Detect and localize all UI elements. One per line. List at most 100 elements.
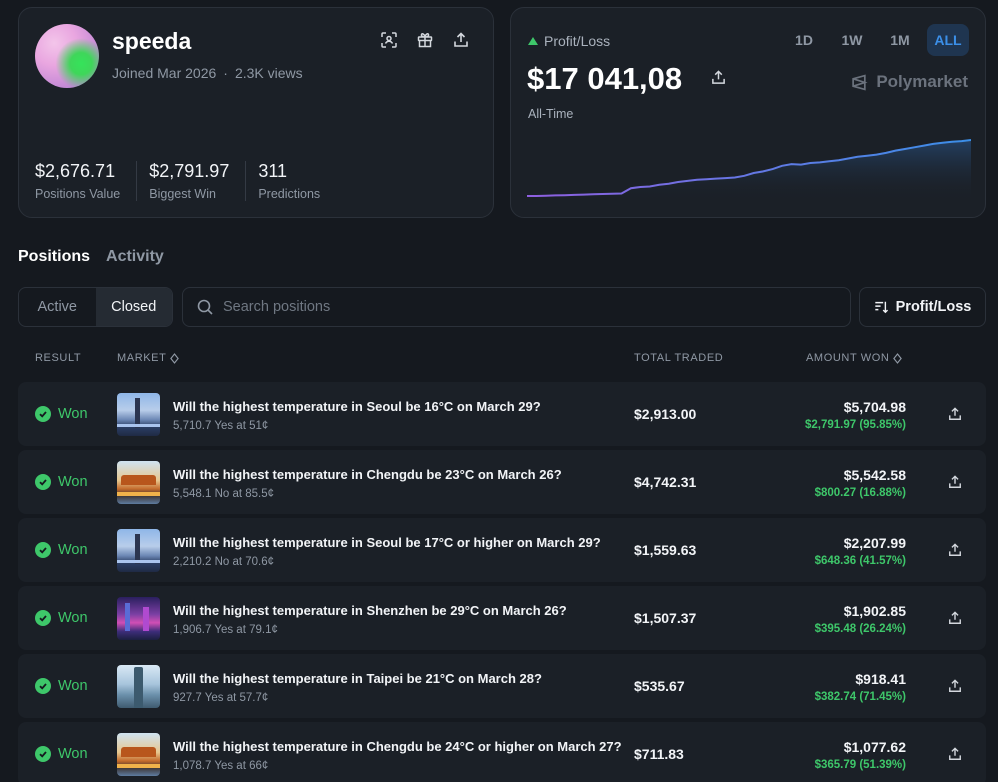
result-cell: Won — [35, 722, 88, 782]
thumbnail-shape — [135, 398, 140, 428]
share-icon[interactable] — [711, 70, 726, 90]
total-traded: $535.67 — [634, 678, 685, 694]
market-thumbnail[interactable] — [117, 393, 160, 436]
triangle-up-icon — [528, 37, 538, 45]
amount-won: $5,542.58 — [843, 467, 906, 483]
market-thumbnail[interactable] — [117, 597, 160, 640]
amount-won: $2,207.99 — [843, 535, 906, 551]
stat-value: 311 — [258, 161, 288, 181]
share-icon[interactable] — [451, 30, 471, 50]
market-thumbnail[interactable] — [117, 461, 160, 504]
header-label: MARKET — [117, 352, 167, 364]
table-row[interactable]: Won Will the highest temperature in Chen… — [18, 450, 986, 514]
amount-won: $5,704.98 — [843, 399, 906, 415]
market-title[interactable]: Will the highest temperature in Seoul be… — [173, 535, 601, 550]
column-header-amount-won[interactable]: AMOUNT WON — [806, 352, 903, 364]
market-thumbnail[interactable] — [117, 665, 160, 708]
result-cell: Won — [35, 654, 88, 718]
table-row[interactable]: Won Will the highest temperature in Seou… — [18, 382, 986, 446]
search-box — [182, 287, 851, 327]
timeframe-1d[interactable]: 1D — [795, 32, 813, 48]
thumbnail-shape — [125, 603, 130, 631]
brand-name: Polymarket — [876, 72, 968, 91]
check-circle-icon — [35, 542, 51, 558]
sort-diamond-icon — [893, 352, 903, 364]
thumbnail-shape — [117, 560, 160, 563]
result-cell: Won — [35, 450, 88, 514]
total-traded: $2,913.00 — [634, 406, 697, 422]
polymarket-brand: Polymarket — [851, 72, 968, 92]
share-icon[interactable] — [948, 518, 962, 582]
thumbnail-shape — [117, 764, 160, 768]
timeframe-1w[interactable]: 1W — [841, 32, 863, 48]
joined-date: Joined Mar 2026 — [112, 65, 217, 81]
filter-closed-button[interactable]: Closed — [95, 288, 172, 326]
share-icon[interactable] — [948, 450, 962, 514]
amount-won: $918.41 — [855, 671, 906, 687]
view-count: 2.3K views — [234, 65, 303, 81]
profile-meta: Joined Mar 2026 · 2.3K views — [112, 65, 303, 81]
column-header-market[interactable]: MARKET — [117, 352, 180, 364]
result-label: Won — [58, 406, 88, 422]
gift-icon[interactable] — [415, 30, 435, 50]
filter-active-button[interactable]: Active — [37, 299, 78, 315]
thumbnail-shape — [143, 607, 149, 631]
result-label: Won — [58, 542, 88, 558]
profit-percent: $395.48 (26.24%) — [814, 623, 906, 635]
pnl-area — [527, 140, 971, 202]
market-thumbnail[interactable] — [117, 733, 160, 776]
tab-activity[interactable]: Activity — [106, 248, 164, 265]
result-cell: Won — [35, 586, 88, 650]
column-header-total-traded: TOTAL TRADED — [634, 352, 723, 364]
avatar[interactable] — [35, 24, 99, 88]
market-title[interactable]: Will the highest temperature in Seoul be… — [173, 399, 541, 414]
pnl-label: Profit/Loss — [528, 33, 610, 49]
total-traded: $1,559.63 — [634, 542, 697, 558]
share-icon[interactable] — [948, 586, 962, 650]
profile-stats: $2,676.71 Positions Value $2,791.97 Bigg… — [35, 161, 348, 201]
sort-button[interactable]: Profit/Loss — [859, 287, 986, 327]
stat-positions-value: $2,676.71 Positions Value — [35, 161, 138, 201]
pnl-chart — [527, 139, 971, 202]
share-icon[interactable] — [948, 654, 962, 718]
table-row[interactable]: Won Will the highest temperature in Taip… — [18, 654, 986, 718]
timeframe-all[interactable]: ALL — [927, 24, 969, 56]
table-row[interactable]: Won Will the highest temperature in Shen… — [18, 586, 986, 650]
thumbnail-shape — [117, 492, 160, 496]
profit-percent: $382.74 (71.45%) — [814, 691, 906, 703]
total-traded: $1,507.37 — [634, 610, 697, 626]
market-title[interactable]: Will the highest temperature in Chengdu … — [173, 467, 562, 482]
table-row[interactable]: Won Will the highest temperature in Chen… — [18, 722, 986, 782]
share-icon[interactable] — [948, 722, 962, 782]
amount-won: $1,077.62 — [843, 739, 906, 755]
scan-icon[interactable] — [379, 30, 399, 50]
amount-won: $1,902.85 — [843, 603, 906, 619]
stat-label: Predictions — [258, 187, 321, 201]
pnl-line — [527, 139, 971, 197]
pnl-card: Profit/Loss $17 041,08 All-Time 1D 1W 1M… — [510, 7, 986, 218]
result-label: Won — [58, 474, 88, 490]
market-title[interactable]: Will the highest temperature in Chengdu … — [173, 739, 622, 754]
tab-positions[interactable]: Positions — [18, 248, 91, 265]
market-thumbnail[interactable] — [117, 529, 160, 572]
status-toggle: Active Closed — [18, 287, 173, 327]
pnl-period: All-Time — [528, 107, 574, 121]
table-row[interactable]: Won Will the highest temperature in Seou… — [18, 518, 986, 582]
stat-predictions: 311 Predictions — [258, 161, 336, 201]
search-input[interactable] — [223, 299, 823, 315]
share-icon[interactable] — [948, 382, 962, 446]
check-circle-icon — [35, 678, 51, 694]
total-traded: $4,742.31 — [634, 474, 697, 490]
sort-icon — [874, 301, 888, 314]
position-detail: 5,710.7 Yes at 51¢ — [173, 420, 269, 432]
profile-actions — [379, 30, 471, 50]
market-title[interactable]: Will the highest temperature in Shenzhen… — [173, 603, 567, 618]
profit-percent: $365.79 (51.39%) — [814, 759, 906, 771]
pnl-value: $17 041,08 — [527, 61, 683, 96]
timeframe-1m[interactable]: 1M — [890, 32, 910, 48]
position-detail: 927.7 Yes at 57.7¢ — [173, 692, 269, 704]
market-title[interactable]: Will the highest temperature in Taipei b… — [173, 671, 542, 686]
username: speeda — [112, 28, 192, 54]
check-circle-icon — [35, 610, 51, 626]
thumbnail-shape — [117, 424, 160, 427]
